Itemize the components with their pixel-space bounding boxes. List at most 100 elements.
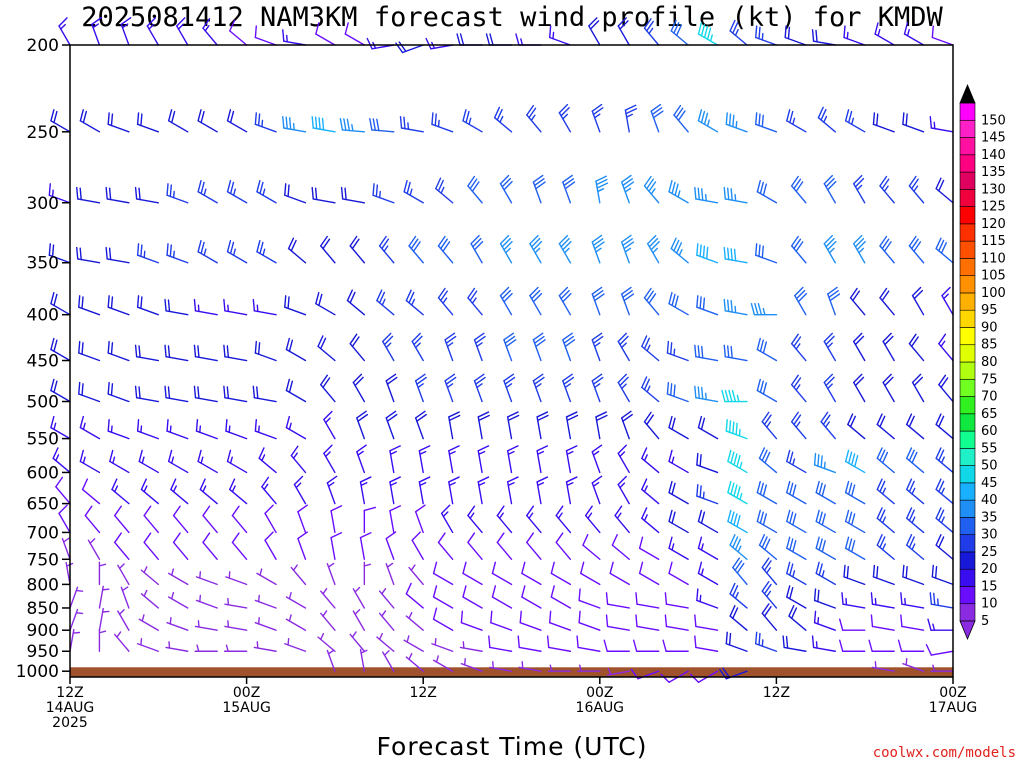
wind-barb [815,536,836,560]
wind-barb [725,631,748,652]
wind-barb [532,373,545,403]
wind-barb [902,657,925,672]
wind-barb [326,649,336,672]
wind-barb [459,641,483,652]
colorbar: 5 10 15 20 25 30 35 40 45 50 55 60 65 70 75 80 85 90 95 100… [959,83,1006,641]
wind-barb [166,183,189,204]
wind-barb [78,381,101,403]
colorbar-swatch [959,603,976,622]
wind-barb [641,478,660,505]
colorbar-label: 145 [981,131,1006,146]
wind-barb [282,29,307,46]
wind-barb [320,587,336,609]
wind-barb [136,419,160,440]
wind-barb [617,475,630,505]
wind-barb [580,561,601,586]
wind-barb [408,235,424,264]
wind-barb [790,374,807,403]
wind-barb [668,509,689,534]
wind-barb [725,112,748,133]
wind-barb [621,286,635,316]
wind-barb [591,444,603,474]
wind-barb [258,447,277,474]
wind-barb [935,447,954,474]
wind-barb [411,531,424,560]
wind-barb [297,531,308,560]
wind-barb [876,447,895,474]
wind-barb [140,566,160,586]
colorbar-swatch [959,448,976,466]
wind-barb [591,373,604,403]
wind-barb [903,22,925,46]
wind-barb [170,478,189,505]
wind-barb [134,385,160,403]
wind-barb [107,381,130,403]
wind-barb [621,410,633,440]
wind-barb [519,610,542,631]
wind-barb [346,289,366,316]
y-tick-label: 800 [27,575,59,595]
x-tick-label: 00Z [233,685,260,701]
wind-barb [326,475,338,505]
colorbar-label: 140 [981,148,1006,163]
wind-barb [460,610,483,631]
wind-barb [813,610,836,631]
wind-barb [621,234,635,264]
wind-barb [50,291,71,316]
wind-barb [723,186,748,204]
y-tick-label: 200 [27,36,59,56]
wind-barb [882,332,895,362]
wind-barb [927,618,954,631]
wind-barb [48,183,71,204]
wind-barb [729,534,748,560]
wind-barb [908,333,925,362]
wind-barb [786,561,807,586]
wind-barb [405,611,424,631]
wind-barb [229,478,248,505]
colorbar-label: 120 [981,217,1006,232]
wind-barb [725,419,748,440]
x-tick-label: 00Z [586,685,613,701]
wind-barb [385,531,397,560]
y-tick-label: 850 [27,599,59,619]
wind-barb [906,478,925,505]
wind-barb [395,41,424,54]
wind-barb [138,449,160,474]
wind-barb [906,413,925,440]
wind-barb [876,413,895,440]
wind-barb [490,610,513,631]
wind-barb [723,344,748,362]
wind-barb [870,592,895,609]
wind-barb [868,639,895,652]
colorbar-swatch [959,327,976,346]
wind-barb [595,175,609,204]
wind-barb [326,562,336,586]
wind-barb [467,532,483,560]
wind-barb [529,234,543,264]
wind-barb [790,175,807,204]
wind-barb [786,585,807,609]
wind-barb [172,505,189,534]
wind-barb [376,289,395,316]
wind-barb [444,373,457,403]
wind-barb [499,286,513,316]
wind-barb [320,610,336,631]
colorbar-swatch [959,430,976,449]
wind-barb [199,478,218,505]
colorbar-label: 40 [981,493,998,508]
wind-barb [823,373,836,403]
wind-barb [79,109,101,133]
wind-barb [555,532,572,560]
wind-barb [297,504,308,534]
wind-barb [641,335,660,362]
wind-barb [617,17,630,46]
wind-barb [853,332,866,362]
wind-barb [756,180,778,204]
wind-barb [58,504,71,534]
wind-barb [114,631,130,652]
wind-barb [935,507,954,534]
wind-barb [359,532,372,560]
wind-barb [897,639,925,652]
y-tick-label: 700 [27,523,59,543]
wind-barb [477,411,490,440]
